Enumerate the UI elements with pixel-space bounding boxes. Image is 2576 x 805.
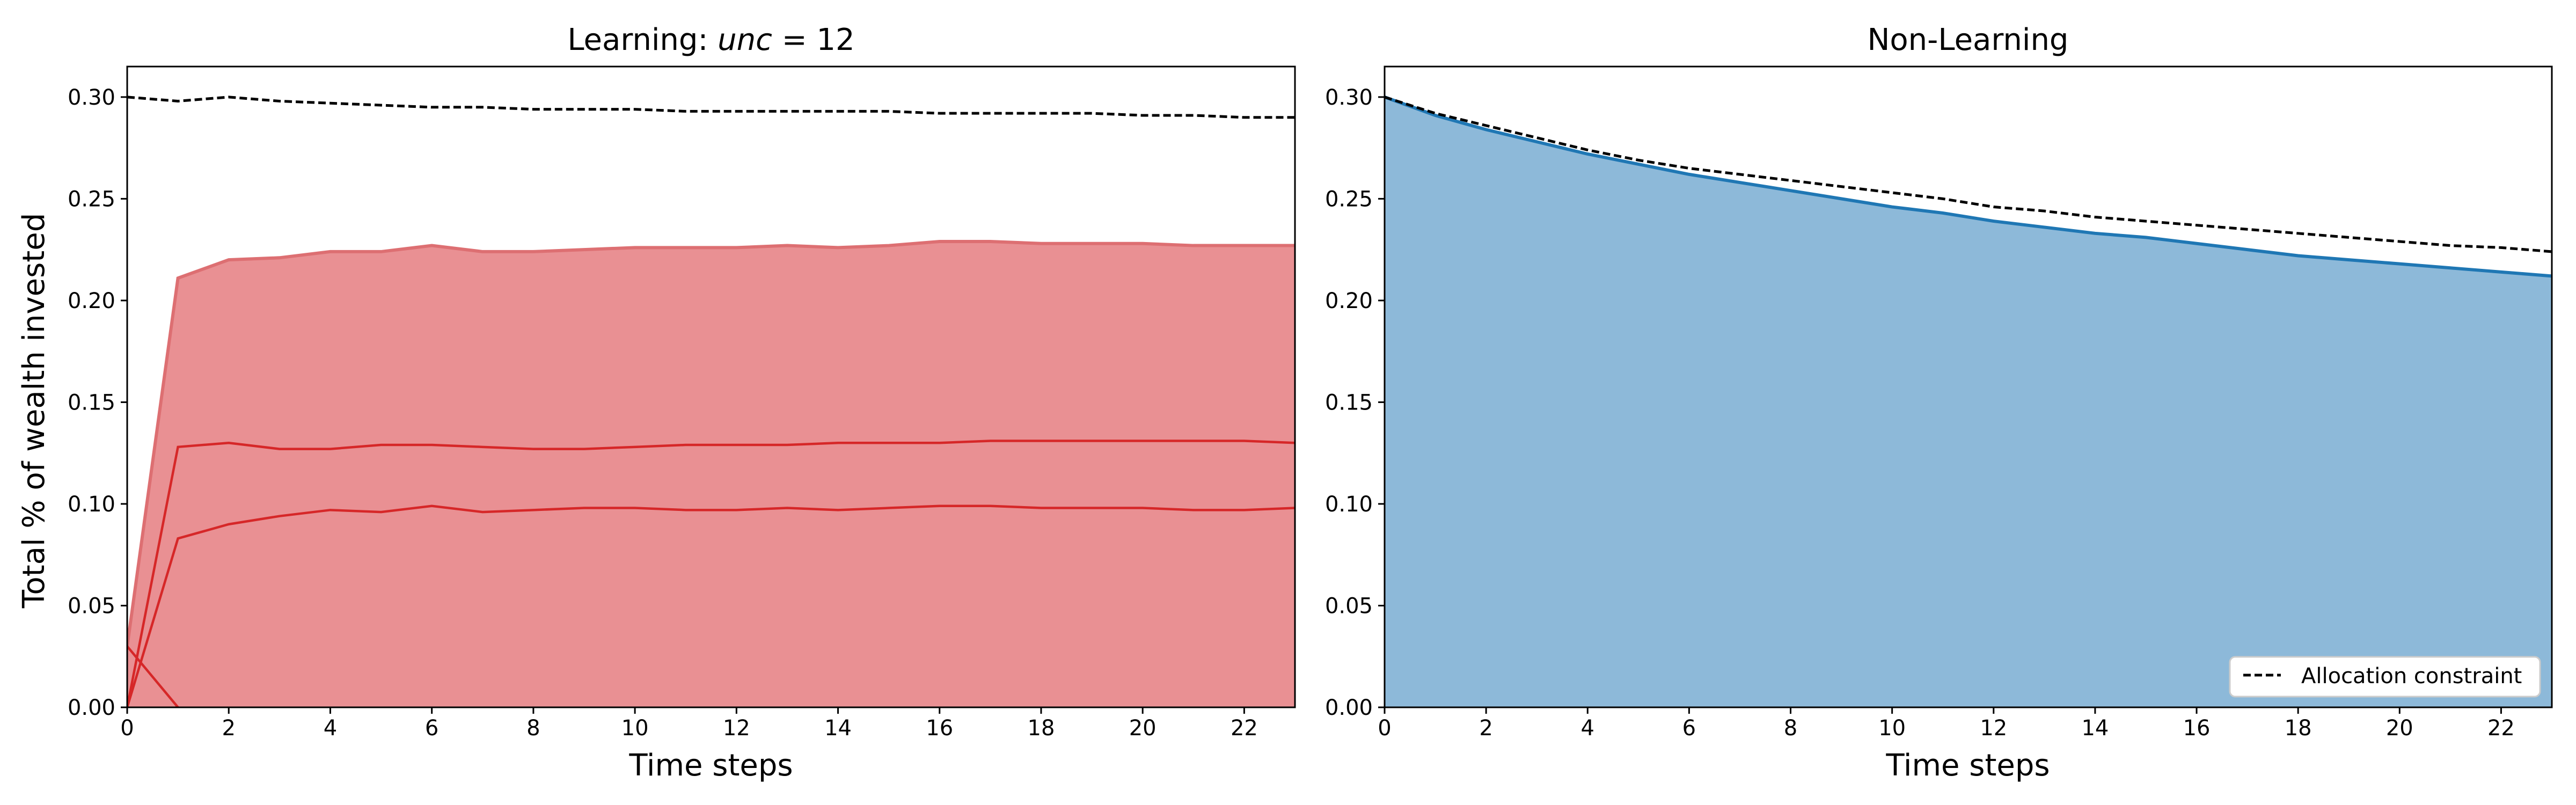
learning-panel-title: Learning: unc = 12 (567, 23, 854, 57)
x-tick-label: 2 (1479, 716, 1492, 741)
y-tick-label: 0.20 (1325, 289, 1373, 313)
x-tick-label: 6 (425, 716, 438, 741)
y-tick-label: 0.10 (1325, 492, 1373, 517)
x-tick-label: 12 (1980, 716, 2007, 741)
x-tick-label: 14 (824, 716, 852, 741)
series-line-3 (127, 645, 179, 707)
series-line-1 (127, 440, 1295, 707)
shaded-area (1385, 97, 2552, 707)
y-tick-label: 0.25 (1325, 187, 1373, 211)
x-tick-label: 4 (324, 716, 337, 741)
x-tick-label: 10 (1878, 716, 1906, 741)
legend: Allocation constraint (2229, 656, 2541, 698)
non-learning-panel: Non-Learning 0 2 4 6 8 10 12 14 16 18 20 22 0.00 0.05… (1325, 23, 2553, 783)
x-tick-label: 12 (723, 716, 750, 741)
legend-label: Allocation constraint (2301, 664, 2522, 689)
x-tick-label: 8 (1784, 716, 1797, 741)
y-tick-label: 0.10 (68, 492, 115, 517)
non-learning-panel-title: Non-Learning (1868, 23, 2069, 57)
shaded-band (127, 241, 1295, 707)
x-tick-label: 16 (2183, 716, 2211, 741)
axes-frame (126, 65, 1296, 708)
x-tick-label: 18 (1028, 716, 1055, 741)
non-learning-x-axis-label: Time steps (1885, 748, 2050, 783)
x-tick-label: 18 (2285, 716, 2312, 741)
x-tick-label: 20 (2386, 716, 2413, 741)
y-tick-label: 0.05 (68, 594, 115, 618)
axes-frame (1384, 65, 2553, 708)
learning-y-axis-label: Total % of wealth invested (17, 213, 52, 609)
plot-content (1385, 96, 2552, 707)
x-tick-label: 22 (1231, 716, 1258, 741)
x-tick-label: 8 (526, 716, 540, 741)
learning-panel: Learning: unc = 12 0 2 4 6 8 10 12 14 16 18 20 22 0.… (17, 23, 1296, 783)
plot-content (127, 96, 1295, 707)
x-tick-label: 14 (2081, 716, 2109, 741)
x-tick-label: 0 (1378, 716, 1391, 741)
series-line-2 (127, 504, 1295, 707)
x-tick-label: 20 (1129, 716, 1157, 741)
y-tick-label: 0.30 (68, 85, 115, 110)
y-tick-label: 0.15 (1325, 390, 1373, 415)
legend-box (2229, 656, 2541, 698)
x-tick-label: 10 (621, 716, 649, 741)
invested-line (1385, 96, 2552, 278)
y-tick-label: 0.00 (1325, 696, 1373, 720)
y-tick-label: 0.05 (1325, 594, 1373, 618)
x-tick-label: 2 (222, 716, 235, 741)
allocation-constraint-line (1385, 96, 2552, 253)
y-tick-label: 0.00 (68, 696, 115, 720)
x-tick-label: 4 (1581, 716, 1594, 741)
y-tick-label: 0.25 (68, 187, 115, 211)
y-tick-label: 0.30 (1325, 85, 1373, 110)
x-tick-label: 22 (2487, 716, 2515, 741)
x-tick-label: 0 (120, 716, 134, 741)
learning-x-axis-label: Time steps (628, 748, 793, 783)
learning-plot-area: 0 2 4 6 8 10 12 14 16 18 20 22 0.00 0.05 0.10 0.15 0.20 0… (68, 65, 1296, 741)
non-learning-plot-area: 0 2 4 6 8 10 12 14 16 18 20 22 0.00 0.05 0.10 0.15 0.20 0… (1325, 65, 2553, 741)
y-tick-label: 0.15 (68, 390, 115, 415)
x-tick-label: 6 (1682, 716, 1696, 741)
y-tick-label: 0.20 (68, 289, 115, 313)
band-upper-edge (127, 239, 1295, 647)
x-tick-label: 16 (926, 716, 953, 741)
allocation-constraint-line (127, 96, 1295, 119)
